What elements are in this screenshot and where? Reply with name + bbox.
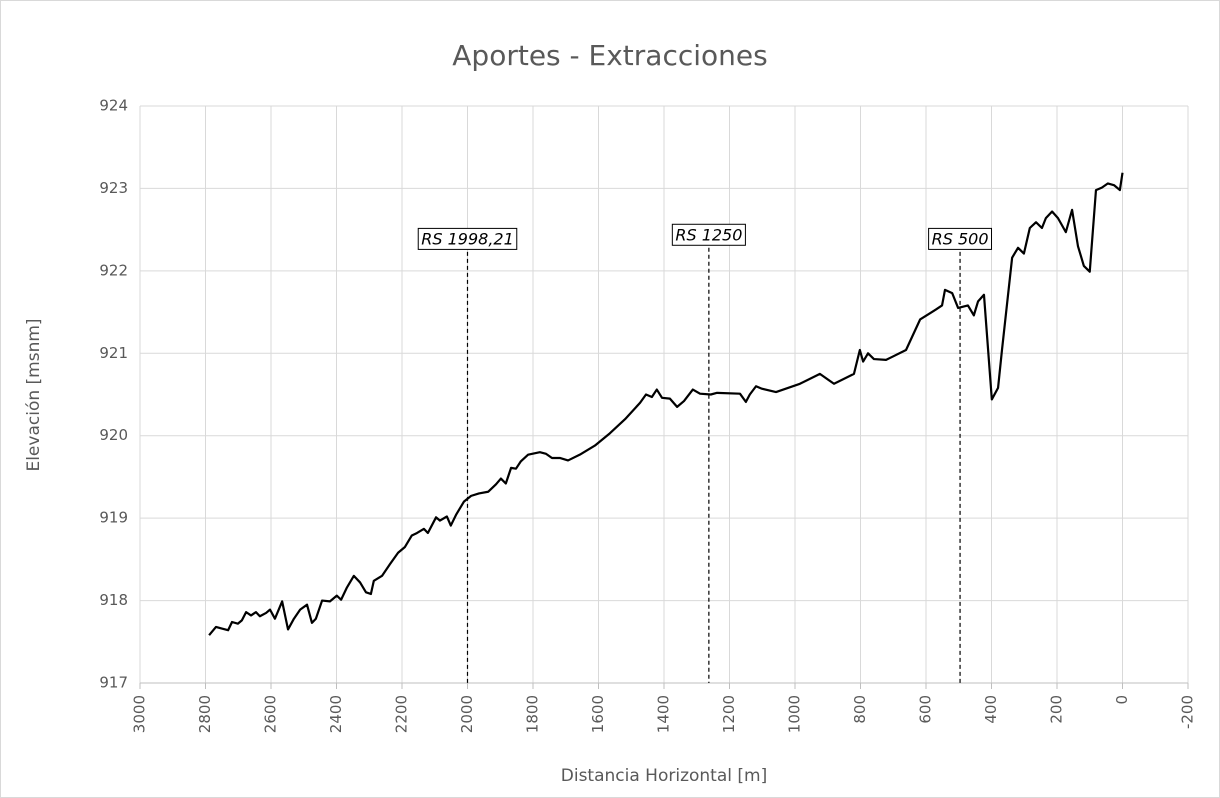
x-tick-label: 400 — [982, 695, 1000, 724]
x-tick-label: 3000 — [131, 695, 149, 733]
x-tick-label: 200 — [1048, 695, 1066, 724]
y-tick-label: 924 — [99, 97, 128, 115]
y-tick-label: 923 — [99, 179, 128, 197]
x-tick-label: 2600 — [262, 695, 280, 733]
y-tick-label: 917 — [99, 674, 128, 692]
y-tick-label: 918 — [99, 591, 128, 609]
x-tick-label: 600 — [917, 695, 935, 724]
x-tick-label: 0 — [1113, 695, 1131, 705]
annotation-box — [417, 227, 518, 250]
y-axis-title: Elevación [msnm] — [24, 318, 44, 471]
x-axis-title: Distancia Horizontal [m] — [561, 766, 767, 786]
annotation-box — [671, 223, 746, 246]
x-tick-label: 1000 — [786, 695, 804, 733]
y-tick-label: 921 — [99, 344, 128, 362]
x-tick-label: 1200 — [720, 695, 738, 733]
y-tick-label: 920 — [99, 426, 128, 444]
annotation-label: RS 500 — [932, 229, 989, 248]
x-tick-label: 1600 — [589, 695, 607, 733]
x-tick-label: 2200 — [393, 695, 411, 733]
x-tick-label: 800 — [851, 695, 869, 724]
x-tick-label: 1400 — [655, 695, 673, 733]
data-line — [208, 172, 1124, 636]
chart-title: Aportes - Extracciones — [452, 39, 767, 72]
x-tick-label: 2400 — [327, 695, 345, 733]
x-tick-label: 2000 — [458, 695, 476, 733]
y-tick-label: 922 — [99, 261, 128, 279]
x-tick-label: 1800 — [524, 695, 542, 733]
x-tick-label: -200 — [1179, 695, 1197, 729]
y-tick-label: 919 — [99, 509, 128, 527]
annotation-box — [928, 227, 993, 250]
annotation-label: RS 1250 — [675, 225, 742, 244]
x-tick-label: 2800 — [196, 695, 214, 733]
annotation-label: RS 1998,21 — [421, 229, 514, 248]
